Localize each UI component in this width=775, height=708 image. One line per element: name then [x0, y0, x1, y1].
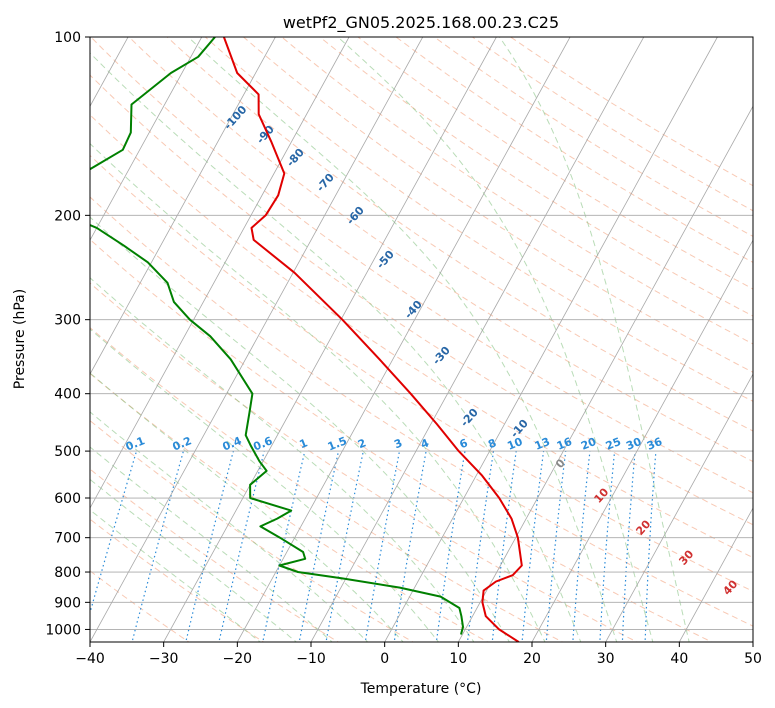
y-tick-label: 200 — [54, 208, 81, 224]
isotherm-line — [90, 37, 203, 242]
x-tick-label: −20 — [223, 651, 253, 667]
y-axis-label: Pressure (hPa) — [12, 289, 28, 389]
x-tick-label: 20 — [523, 651, 541, 667]
moist-adiabat-line — [90, 216, 510, 642]
dry-adiabat-line — [204, 37, 753, 402]
isotherm-line — [678, 507, 753, 642]
y-tick-label: 800 — [54, 565, 81, 581]
x-tick-label: 50 — [744, 651, 762, 667]
mixing-ratio-line — [521, 451, 545, 642]
sounding-series — [90, 37, 523, 642]
mixing-ratio-line — [644, 451, 657, 642]
isotherm-line — [457, 105, 753, 642]
mixing-ratio-label: 16 — [555, 435, 574, 453]
x-axis-label: Temperature (°C) — [360, 681, 482, 697]
dewpoint-line — [90, 37, 464, 635]
dry-adiabat-line — [90, 37, 753, 494]
mixing-ratio-label: 13 — [533, 435, 552, 453]
mixing-ratio-line — [621, 451, 636, 642]
y-tick-label: 300 — [54, 313, 81, 329]
mixing-ratio-line — [599, 451, 616, 642]
isotherm-line — [163, 37, 497, 642]
x-tick-label: −30 — [149, 651, 179, 667]
y-tick-label: 100 — [54, 30, 81, 46]
y-tick-label: 500 — [54, 444, 81, 460]
mixing-ratio-line — [435, 450, 466, 642]
x-tick-label: 10 — [449, 651, 467, 667]
isotherm-line — [90, 37, 424, 642]
chart-title: wetPf2_GN05.2025.168.00.23.C25 — [283, 13, 559, 33]
mixing-ratio-line — [393, 450, 427, 642]
isotherm-line — [90, 37, 276, 375]
mixing-ratio-label: 30 — [624, 435, 643, 453]
mixing-ratio-line — [185, 450, 234, 642]
dry-adiabat-line — [357, 37, 753, 290]
dry-adiabat-line — [90, 196, 753, 627]
dry-adiabat-line — [166, 37, 753, 432]
y-tick-label: 600 — [54, 491, 81, 507]
isotherm-line — [384, 37, 718, 642]
isotherm-line — [605, 373, 753, 642]
mixing-ratio-label: 10 — [505, 435, 524, 453]
x-tick-label: −40 — [75, 651, 105, 667]
isotherm-line — [531, 239, 753, 642]
plot-frame — [89, 36, 754, 643]
mixing-ratio-label: 8 — [486, 436, 498, 451]
moist-adiabat-line — [90, 478, 297, 642]
dry-adiabat-line — [319, 37, 753, 317]
x-tick-label: −10 — [296, 651, 326, 667]
dry-adiabat-line — [90, 74, 753, 526]
y-tick-label: 1000 — [45, 622, 81, 638]
temperature-line — [222, 37, 523, 642]
y-tick-label: 400 — [54, 387, 81, 403]
x-tick-label: 30 — [597, 651, 615, 667]
isotherm-line — [236, 37, 571, 642]
y-tick-label: 700 — [54, 531, 81, 547]
x-axis-ticks: −40 −30 −20 −10 0 10 20 30 40 50 — [75, 642, 762, 667]
mixing-ratio-line — [491, 451, 517, 642]
isobars — [90, 37, 753, 630]
mixing-ratio-label: 36 — [645, 435, 664, 453]
mixing-ratio-line — [218, 450, 265, 642]
y-axis-ticks: 100 200 300 400 500 600 700 800 900 1000 — [45, 30, 90, 638]
x-tick-label: 0 — [380, 651, 389, 667]
dry-adiabat-line — [90, 154, 753, 592]
x-tick-label: 40 — [670, 651, 688, 667]
moist-adiabat-line — [90, 372, 404, 642]
mixing-ratio-line — [545, 451, 567, 642]
mixing-ratio-label: 3 — [392, 436, 404, 451]
mixing-ratio-label: 25 — [604, 435, 623, 453]
moist-adiabat-line — [90, 142, 546, 642]
mixing-ratio-line — [90, 450, 138, 615]
dry-adiabat-line — [90, 114, 753, 559]
mixing-ratio-label: 1 — [298, 436, 310, 451]
mixing-ratio-line — [572, 451, 591, 642]
isotherm-line — [90, 37, 350, 509]
mixing-ratio-label: 20 — [579, 435, 598, 453]
mixing-ratio-label: 2 — [356, 436, 368, 451]
isotherms — [90, 37, 753, 642]
y-tick-label: 900 — [54, 595, 81, 611]
isotherm-line — [310, 37, 645, 642]
